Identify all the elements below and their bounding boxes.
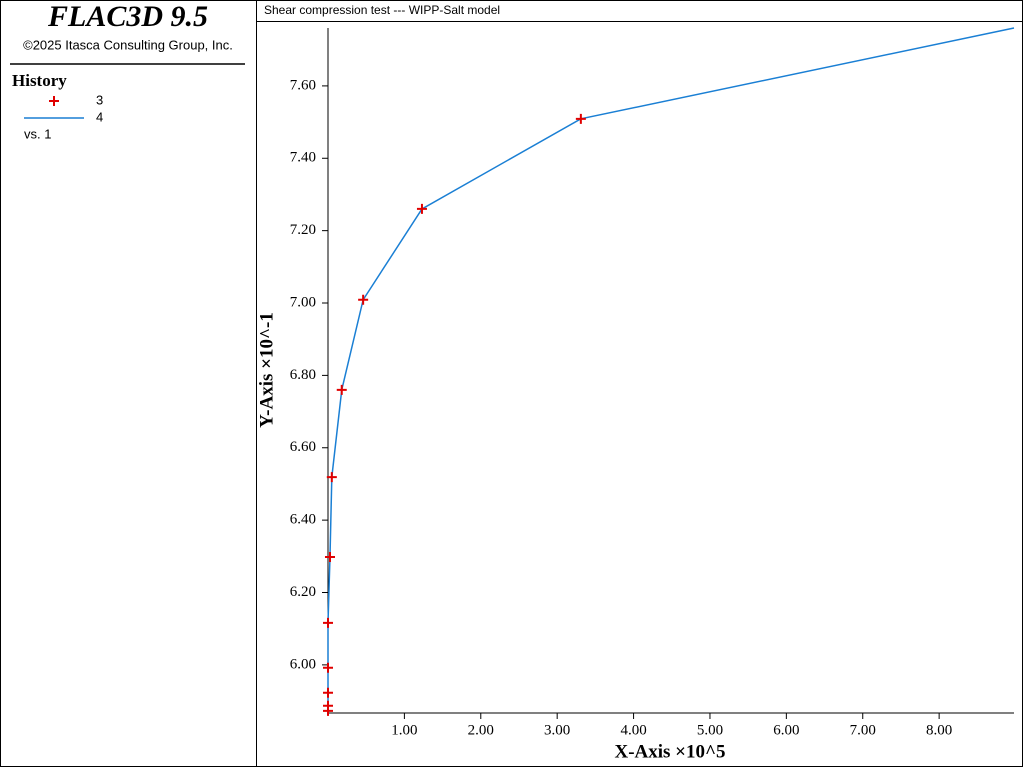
x-tick-label: 8.00 xyxy=(926,722,952,738)
y-tick-label: 7.40 xyxy=(290,150,316,166)
x-tick-label: 5.00 xyxy=(697,722,723,738)
x-tick-label: 7.00 xyxy=(850,722,876,738)
legend-note: vs. 1 xyxy=(24,126,51,141)
y-tick-label: 7.00 xyxy=(290,294,316,310)
y-tick-label: 6.00 xyxy=(290,656,316,672)
marker xyxy=(326,472,337,483)
app-title: FLAC3D 9.5 xyxy=(47,0,208,33)
y-tick-label: 6.80 xyxy=(290,367,316,383)
marker xyxy=(324,552,335,563)
x-tick-label: 1.00 xyxy=(391,722,417,738)
x-tick-label: 6.00 xyxy=(773,722,799,738)
legend-label: 3 xyxy=(96,92,103,107)
y-tick-label: 6.20 xyxy=(290,584,316,600)
y-tick-label: 7.20 xyxy=(290,222,316,238)
x-tick-label: 3.00 xyxy=(544,722,570,738)
y-tick-label: 7.60 xyxy=(290,77,316,93)
y-tick-label: 6.40 xyxy=(290,512,316,528)
legend-marker xyxy=(49,96,59,106)
marker xyxy=(323,700,333,711)
y-tick-label: 6.60 xyxy=(290,439,316,455)
chart-title: Shear compression test --- WIPP-Salt mod… xyxy=(264,3,500,17)
marker xyxy=(323,662,333,673)
marker xyxy=(416,203,427,214)
y-axis-label: Y-Axis ×10^-1 xyxy=(256,312,277,428)
marker xyxy=(323,687,333,698)
x-tick-label: 2.00 xyxy=(468,722,494,738)
marker xyxy=(575,113,586,124)
legend-title: History xyxy=(12,71,67,90)
x-tick-label: 4.00 xyxy=(620,722,646,738)
copyright: ©2025 Itasca Consulting Group, Inc. xyxy=(23,37,233,52)
marker xyxy=(336,384,347,395)
marker xyxy=(358,294,369,305)
marker xyxy=(323,617,333,628)
legend-label: 4 xyxy=(96,109,103,124)
x-axis-label: X-Axis ×10^5 xyxy=(614,741,725,762)
